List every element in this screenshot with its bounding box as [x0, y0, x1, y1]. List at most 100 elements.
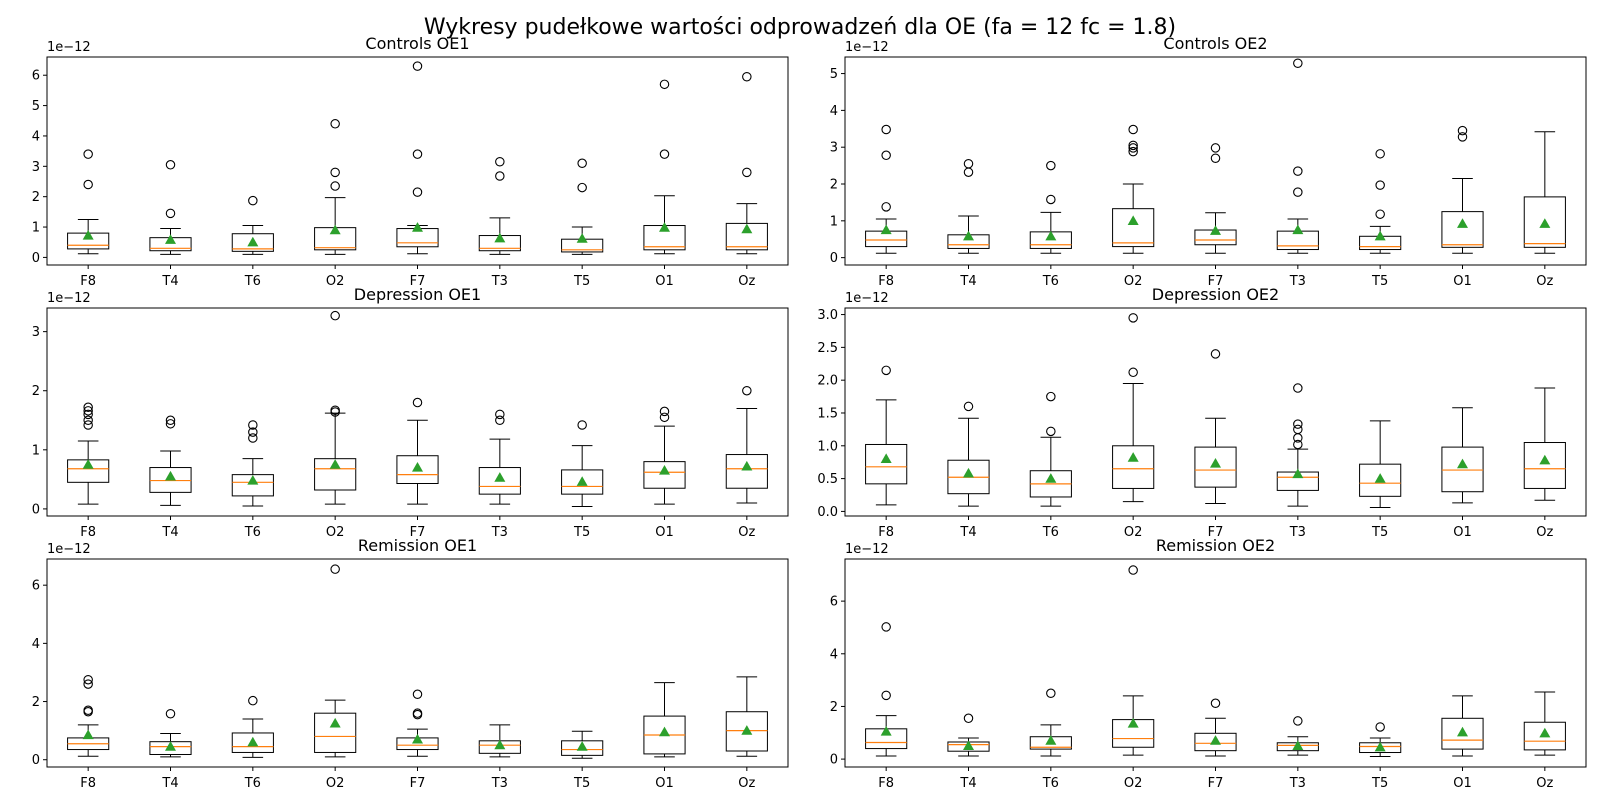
- mean-marker: [576, 233, 588, 243]
- box-T5: [1359, 149, 1402, 254]
- outlier-point: [412, 149, 423, 159]
- y-tick-label: 3: [32, 325, 40, 340]
- x-tick-label: T5: [573, 776, 590, 791]
- box-T6: [231, 420, 274, 507]
- outlier-point: [742, 385, 752, 396]
- outlier-point: [1293, 424, 1303, 435]
- x-tick-label: T6: [1042, 776, 1059, 791]
- y-tick-label: 0: [32, 753, 40, 768]
- mean-marker: [494, 739, 506, 750]
- iqr-box: [478, 467, 521, 495]
- outlier-point: [659, 149, 670, 159]
- iqr-box: [1523, 196, 1566, 248]
- y-tick-label: 1.5: [817, 406, 838, 421]
- box-O2: [314, 310, 357, 505]
- outlier-point: [1293, 187, 1303, 197]
- outlier-point: [1457, 132, 1468, 142]
- outlier-point: [1128, 124, 1138, 135]
- outlier-point: [412, 397, 423, 408]
- outlier-point: [330, 310, 340, 321]
- outlier-point: [165, 160, 176, 170]
- outlier-point: [963, 159, 974, 169]
- y-tick-label: 2.0: [817, 374, 838, 389]
- mean-marker: [165, 470, 176, 481]
- subplot-grid: Controls OE1 1e−12 0 1 2 3 4 5 6 F8 T4 T6 O2 F7 T3 T5 O1…: [32, 34, 1587, 791]
- outlier-point: [881, 365, 891, 376]
- outlier-point: [577, 182, 587, 193]
- box-Oz: [1523, 387, 1566, 501]
- iqr-box: [643, 461, 686, 489]
- x-tick-label: F7: [410, 776, 426, 791]
- outlier-point: [1210, 698, 1221, 709]
- outlier-point: [412, 187, 423, 197]
- box-O2: [314, 564, 357, 758]
- x-tick-label: T3: [491, 274, 508, 289]
- x-tick-label: Oz: [738, 274, 755, 289]
- outlier-point: [1375, 180, 1385, 190]
- y-tick-label: 2: [32, 695, 40, 710]
- iqr-box: [1441, 717, 1484, 750]
- mean-marker: [1539, 727, 1551, 738]
- outlier-point: [83, 179, 93, 190]
- x-tick-label: F8: [80, 776, 96, 791]
- x-tick-label: O2: [326, 274, 345, 289]
- mean-marker: [576, 741, 588, 751]
- mean-marker: [329, 459, 341, 469]
- mean-marker: [659, 726, 670, 737]
- outlier-point: [1128, 313, 1138, 323]
- x-tick-label: O2: [326, 776, 345, 791]
- iqr-box: [1523, 721, 1566, 751]
- x-tick-label: Oz: [738, 525, 755, 540]
- box-O2: [1112, 124, 1155, 254]
- outlier-point: [1128, 146, 1138, 157]
- x-tick-label: T4: [161, 274, 178, 289]
- x-tick-label: O1: [655, 776, 674, 791]
- mean-marker: [741, 460, 753, 471]
- outlier-point: [1293, 419, 1303, 429]
- box-F8: [865, 365, 908, 506]
- outlier-point: [248, 695, 258, 706]
- mean-marker: [1127, 452, 1139, 462]
- y-tick-label: 1: [830, 214, 838, 229]
- mean-marker: [1127, 215, 1139, 225]
- box-O1: [643, 79, 686, 255]
- mean-marker: [880, 453, 892, 464]
- x-tick-label: T4: [959, 274, 976, 289]
- y-tick-label: 4: [32, 129, 40, 144]
- box-F8: [865, 622, 908, 757]
- x-tick-label: F7: [410, 274, 426, 289]
- box-Oz: [1523, 691, 1566, 756]
- subplot-4: Remission OE1 1e−12 0 2 4 6 F8 T4 T6 O2 F7 T3 T5 O1 Oz: [32, 536, 789, 791]
- mean-marker: [1539, 454, 1551, 465]
- box-Oz: [725, 676, 768, 757]
- subplot-5: Remission OE2 1e−12 0 2 4 6 F8 T4 T6 O2 F7 T3 T5 O1 Oz: [830, 536, 1587, 791]
- box-T3: [478, 409, 521, 505]
- y-tick-label: 4: [830, 647, 838, 662]
- box-O2: [1112, 565, 1155, 756]
- mean-marker: [329, 224, 341, 235]
- y-offset-label: 1e−12: [47, 291, 91, 306]
- outlier-point: [83, 409, 93, 420]
- outlier-point: [742, 71, 752, 82]
- y-tick-label: 3: [32, 160, 40, 175]
- box-O2: [1112, 313, 1155, 503]
- subplot-title: Depression OE1: [354, 285, 481, 304]
- mean-marker: [963, 230, 974, 241]
- outlier-point: [412, 61, 423, 71]
- outlier-point: [412, 689, 423, 700]
- box-F7: [396, 397, 439, 505]
- iqr-box: [1523, 442, 1566, 489]
- mean-marker: [1457, 726, 1468, 737]
- iqr-box: [1441, 446, 1484, 493]
- box-T4: [947, 713, 990, 757]
- box-T6: [1029, 160, 1072, 254]
- mean-marker: [1374, 230, 1386, 241]
- x-tick-label: F7: [1208, 274, 1224, 289]
- subplot-3: Depression OE2 1e−12 0.0 0.5 1.0 1.5 2.0 2.5 3.0…: [817, 285, 1587, 540]
- y-tick-label: 2: [32, 384, 40, 399]
- outlier-point: [83, 402, 93, 413]
- mean-marker: [659, 222, 670, 232]
- outlier-point: [577, 420, 587, 430]
- outlier-point: [495, 171, 505, 181]
- y-tick-label: 6: [32, 69, 40, 84]
